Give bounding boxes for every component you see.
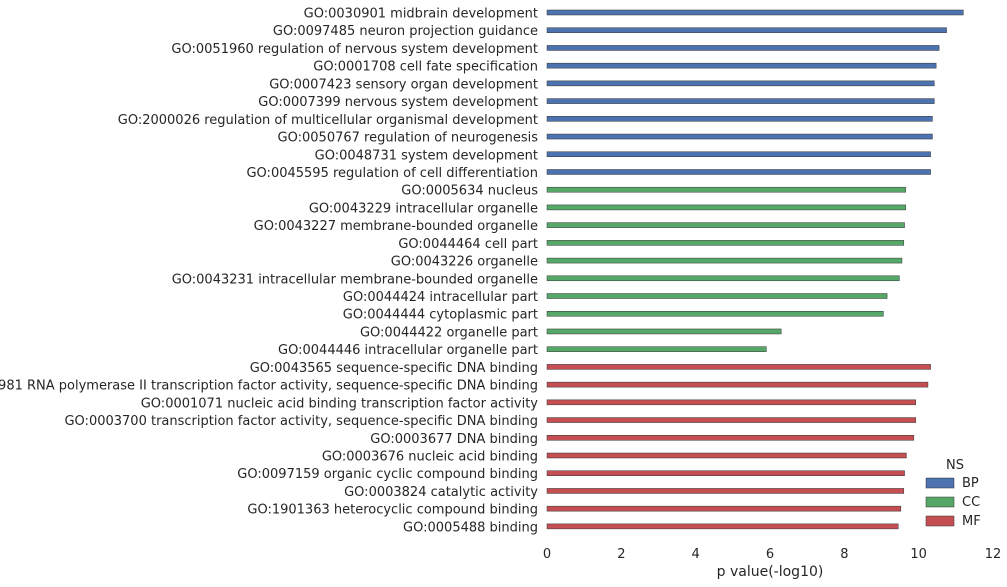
category-label: GO:0050767 regulation of neurogenesis [278, 131, 539, 146]
legend: NS BP CC MF [925, 458, 981, 529]
x-tick-label: 0 [543, 547, 551, 562]
legend-label-mf: MF [962, 514, 981, 529]
category-label: GO:0043226 organelle [391, 255, 538, 270]
category-label: GO:0003700 transcription factor activity… [64, 414, 538, 429]
bar-bp [546, 151, 931, 158]
category-label: GO:0043227 membrane-bounded organelle [254, 219, 538, 234]
bar-bp [546, 98, 935, 104]
category-label: GO:0043231 intracellular membrane-bounde… [172, 272, 538, 287]
category-label: GO:0043565 sequence-specific DNA binding [250, 361, 538, 376]
legend-label-bp: BP [962, 476, 979, 491]
legend-title: NS [946, 458, 964, 473]
category-label: GO:0051960 regulation of nervous system … [171, 42, 538, 57]
x-axis-label: p value(-log10) [717, 564, 824, 580]
bar-bp [546, 169, 931, 175]
bar-bp [546, 62, 937, 69]
category-label: GO:0007399 nervous system development [258, 95, 538, 110]
category-label: GO:0003677 DNA binding [370, 432, 538, 447]
x-tick-label: 10 [910, 547, 927, 562]
legend-swatch-bp [925, 477, 955, 489]
category-label: GO:2000026 regulation of multicellular o… [118, 113, 538, 128]
bar-cc [546, 222, 905, 228]
category-label: GO:0044424 intracellular part [343, 290, 538, 305]
category-label: GO:0003824 catalytic activity [344, 485, 538, 500]
bar-mf [546, 381, 929, 388]
bars-layer [546, 9, 964, 530]
category-label: GO:0003676 nucleic acid binding [322, 450, 538, 465]
category-label: GO:0007423 sensory organ development [269, 77, 538, 92]
x-tick-label: 12 [985, 547, 1002, 562]
category-label: GO:0044444 cytoplasmic part [343, 308, 538, 323]
bar-mf [546, 505, 902, 512]
bar-cc [546, 240, 905, 246]
bar-cc [546, 275, 900, 282]
category-label: GO:0043229 intracellular organelle [309, 201, 538, 216]
category-label: GO:0044422 organelle part [360, 325, 538, 340]
bar-bp [546, 9, 964, 16]
category-label: GO:0044464 cell part [398, 237, 538, 252]
category-label: GO:0048731 system development [315, 148, 538, 163]
bar-cc [546, 328, 782, 335]
bar-mf [546, 452, 907, 459]
bar-mf [546, 399, 916, 406]
x-axis-ticks: 0 2 4 6 8 10 12 [543, 547, 1001, 562]
bar-cc [546, 257, 903, 264]
x-tick-label: 2 [617, 547, 625, 562]
category-label: GO:0005488 binding [403, 520, 538, 535]
category-label: GO:0001071 nucleic acid binding transcri… [141, 396, 539, 411]
bar-bp [546, 133, 933, 140]
bar-cc [546, 204, 906, 211]
bar-bp [546, 116, 933, 122]
category-label: GO:0005634 nucleus [401, 184, 538, 199]
bar-bp [546, 80, 935, 87]
bar-mf [546, 470, 905, 476]
legend-items: BP CC MF [925, 476, 981, 529]
x-tick-label: 6 [766, 547, 774, 562]
category-label: GO:1901363 heterocyclic compound binding [247, 503, 538, 518]
category-label: GO:0000981 RNA polymerase II transcripti… [0, 379, 538, 394]
bar-mf [546, 364, 931, 370]
legend-swatch-mf [925, 515, 955, 527]
bar-cc [546, 310, 884, 317]
x-tick-label: 8 [840, 547, 848, 562]
bar-bp [546, 27, 947, 33]
bar-mf [546, 523, 899, 530]
bar-mf [546, 488, 905, 494]
bar-cc [546, 186, 906, 193]
bar-mf [546, 435, 915, 441]
bar-mf [546, 417, 916, 423]
category-label: GO:0097485 neuron projection guidance [273, 24, 538, 39]
category-label: GO:0097159 organic cyclic compound bindi… [237, 467, 538, 482]
category-label: GO:0001708 cell fate specification [313, 60, 538, 75]
bar-bp [546, 45, 940, 51]
category-label: GO:0045595 regulation of cell differenti… [246, 166, 538, 181]
category-labels: GO:0030901 midbrain development GO:009748… [0, 7, 538, 536]
legend-swatch-cc [925, 496, 955, 508]
x-tick-label: 4 [692, 547, 700, 562]
category-label: GO:0044446 intracellular organelle part [278, 343, 538, 358]
bar-cc [546, 293, 888, 299]
legend-label-cc: CC [962, 495, 980, 510]
bar-cc [546, 346, 767, 352]
category-label: GO:0030901 midbrain development [304, 7, 538, 22]
